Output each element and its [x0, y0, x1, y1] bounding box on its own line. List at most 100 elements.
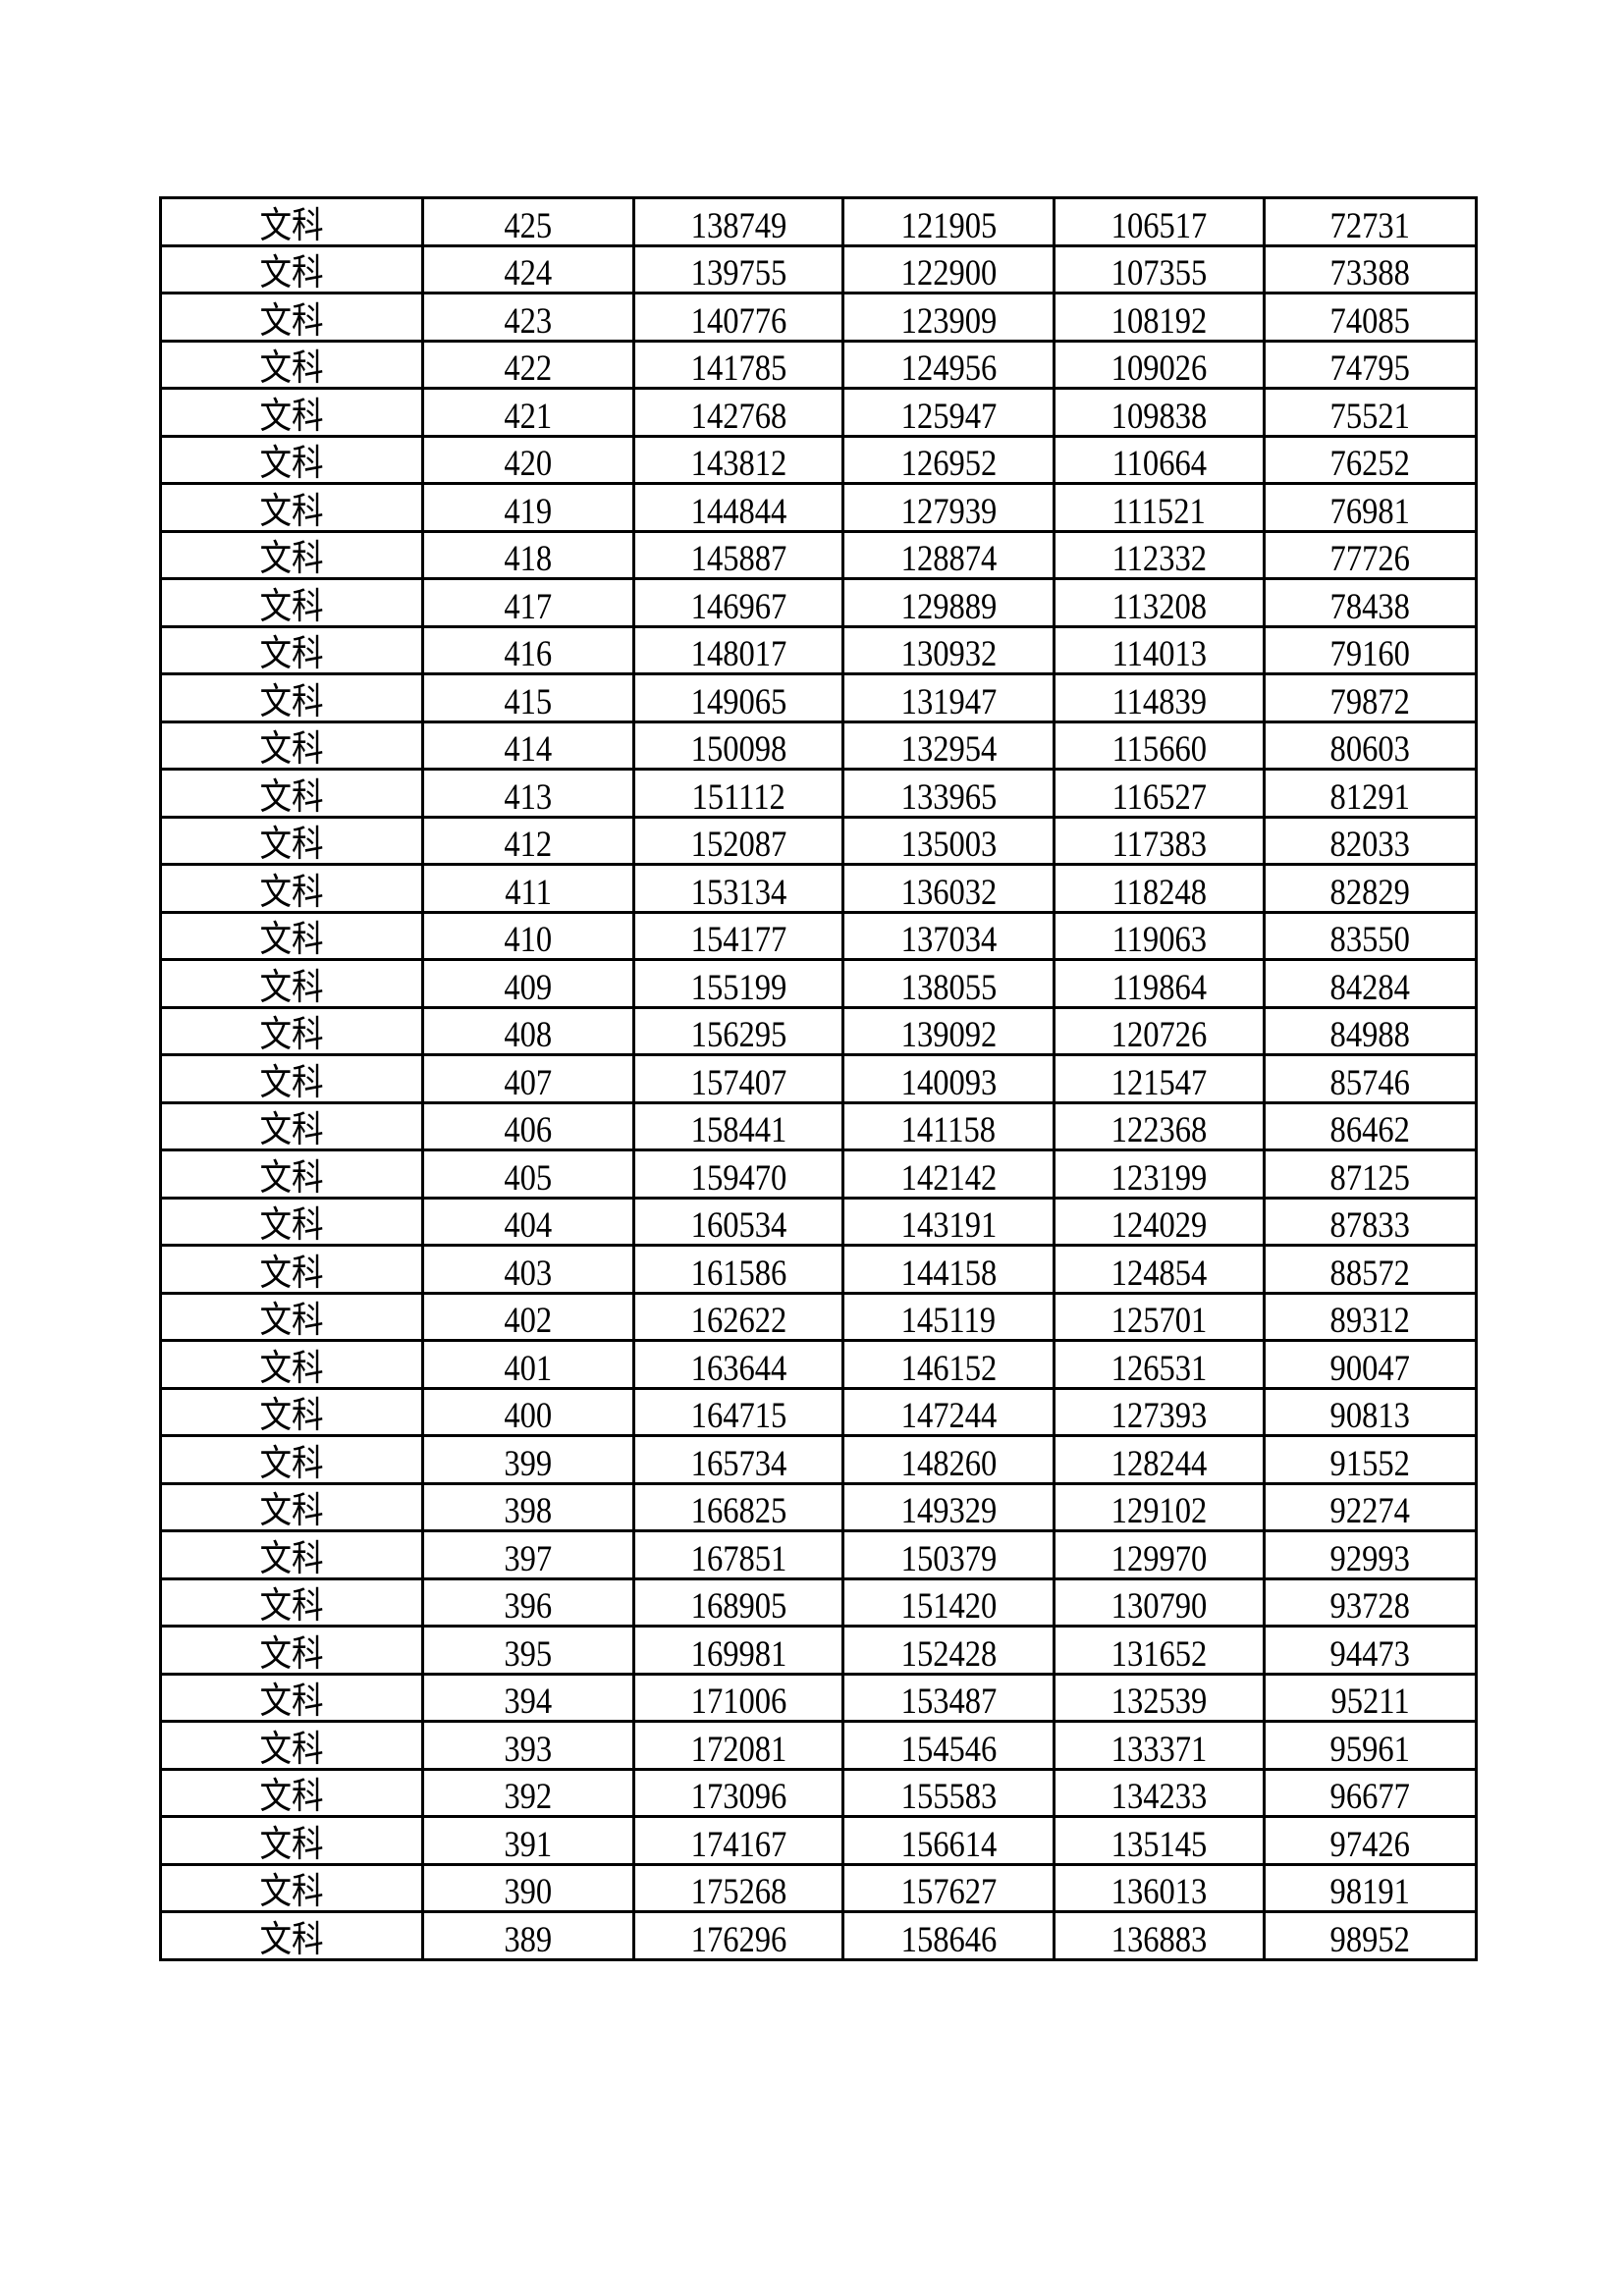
- cell-text: 154177: [690, 920, 786, 960]
- cell-text: 109026: [1110, 348, 1208, 389]
- category-cell: 文科: [159, 1529, 424, 1580]
- count-cell-1: 172081: [632, 1720, 844, 1771]
- score-cell: 420: [421, 434, 635, 485]
- category-cell: 文科: [159, 1100, 424, 1151]
- count-cell-2: 135003: [841, 815, 1056, 866]
- cell-text: 157407: [690, 1062, 786, 1103]
- cell-text: 128244: [1110, 1443, 1208, 1484]
- cell-text: 80603: [1329, 729, 1411, 770]
- score-cell: 416: [421, 624, 635, 675]
- count-cell-2: 137034: [841, 910, 1056, 961]
- cell-text: 98952: [1329, 1919, 1411, 1960]
- table-row: 文科 418 145887 128874 112332 77726: [159, 529, 1478, 580]
- table-row: 文科 394 171006 153487 132539 95211: [159, 1672, 1478, 1723]
- category-cell: 文科: [159, 482, 424, 533]
- count-cell-3: 135145: [1053, 1815, 1266, 1866]
- cell-text: 135003: [900, 825, 997, 865]
- cell-text: 149065: [690, 681, 786, 722]
- category-cell: 文科: [159, 863, 424, 914]
- count-cell-1: 174167: [632, 1815, 844, 1866]
- score-cell: 423: [421, 292, 635, 343]
- cell-text: 154546: [900, 1729, 997, 1770]
- cell-text: 133371: [1110, 1729, 1208, 1770]
- count-cell-2: 129889: [841, 577, 1056, 628]
- count-cell-1: 173096: [632, 1767, 844, 1818]
- cell-text: 158646: [900, 1919, 997, 1960]
- count-cell-1: 157407: [632, 1053, 844, 1104]
- count-cell-4: 87125: [1263, 1148, 1478, 1200]
- table-row: 文科 401 163644 146152 126531 90047: [159, 1339, 1478, 1390]
- cell-text: 文科: [259, 300, 324, 342]
- cell-text: 98191: [1329, 1872, 1411, 1912]
- cell-text: 168905: [690, 1586, 786, 1627]
- cell-text: 文科: [259, 634, 324, 674]
- category-cell: 文科: [159, 1196, 424, 1247]
- category-cell: 文科: [159, 624, 424, 675]
- cell-text: 90047: [1329, 1348, 1411, 1389]
- score-cell: 414: [421, 720, 635, 771]
- count-cell-1: 152087: [632, 815, 844, 866]
- cell-text: 文科: [259, 491, 324, 532]
- cell-text: 121905: [900, 205, 997, 246]
- cell-text: 123909: [900, 300, 997, 342]
- cell-text: 93728: [1329, 1586, 1411, 1627]
- count-cell-3: 113208: [1053, 577, 1266, 628]
- count-cell-1: 169981: [632, 1625, 844, 1676]
- score-cell: 401: [421, 1339, 635, 1390]
- category-cell: 文科: [159, 1720, 424, 1771]
- cell-text: 77726: [1329, 539, 1411, 579]
- table-row: 文科 419 144844 127939 111521 76981: [159, 482, 1478, 533]
- cell-text: 130790: [1110, 1586, 1208, 1627]
- score-cell: 398: [421, 1481, 635, 1532]
- cell-text: 392: [504, 1777, 553, 1817]
- count-cell-1: 162622: [632, 1291, 844, 1342]
- count-cell-1: 163644: [632, 1339, 844, 1390]
- table-row: 文科 396 168905 151420 130790 93728: [159, 1576, 1478, 1628]
- cell-text: 395: [504, 1633, 553, 1675]
- count-cell-4: 78438: [1263, 577, 1478, 628]
- count-cell-2: 128874: [841, 529, 1056, 580]
- cell-text: 118248: [1111, 872, 1207, 913]
- count-cell-3: 124029: [1053, 1196, 1266, 1247]
- cell-text: 文科: [259, 396, 324, 437]
- count-cell-1: 175268: [632, 1862, 844, 1913]
- cell-text: 425: [504, 205, 553, 246]
- cell-text: 402: [504, 1301, 553, 1341]
- count-cell-1: 144844: [632, 482, 844, 533]
- cell-text: 91552: [1329, 1443, 1411, 1484]
- count-cell-3: 119063: [1053, 910, 1266, 961]
- cell-text: 文科: [259, 825, 324, 865]
- count-cell-1: 160534: [632, 1196, 844, 1247]
- score-cell: 422: [421, 339, 635, 390]
- cell-text: 166825: [690, 1491, 786, 1531]
- table-row: 文科 397 167851 150379 129970 92993: [159, 1529, 1478, 1580]
- score-cell: 391: [421, 1815, 635, 1866]
- count-cell-1: 168905: [632, 1576, 844, 1628]
- cell-text: 文科: [259, 729, 324, 770]
- count-cell-4: 87833: [1263, 1196, 1478, 1247]
- score-cell: 402: [421, 1291, 635, 1342]
- score-cell: 405: [421, 1148, 635, 1200]
- count-cell-2: 149329: [841, 1481, 1056, 1532]
- count-cell-3: 129970: [1053, 1529, 1266, 1580]
- cell-text: 172081: [690, 1729, 786, 1770]
- score-cell: 418: [421, 529, 635, 580]
- cell-text: 文科: [259, 444, 324, 484]
- count-cell-2: 132954: [841, 720, 1056, 771]
- cell-text: 150379: [900, 1538, 997, 1579]
- count-cell-2: 145119: [841, 1291, 1056, 1342]
- cell-text: 151112: [691, 776, 785, 818]
- cell-text: 161586: [690, 1253, 786, 1294]
- count-cell-1: 159470: [632, 1148, 844, 1200]
- cell-text: 389: [504, 1919, 553, 1960]
- cell-text: 95211: [1330, 1682, 1410, 1722]
- cell-text: 141785: [690, 348, 786, 389]
- cell-text: 107355: [1110, 253, 1208, 294]
- cell-text: 406: [504, 1110, 553, 1150]
- count-cell-1: 146967: [632, 577, 844, 628]
- count-cell-2: 133965: [841, 768, 1056, 819]
- count-cell-1: 142768: [632, 387, 844, 438]
- cell-text: 文科: [259, 1538, 324, 1579]
- score-cell: 415: [421, 672, 635, 723]
- count-cell-1: 155199: [632, 958, 844, 1009]
